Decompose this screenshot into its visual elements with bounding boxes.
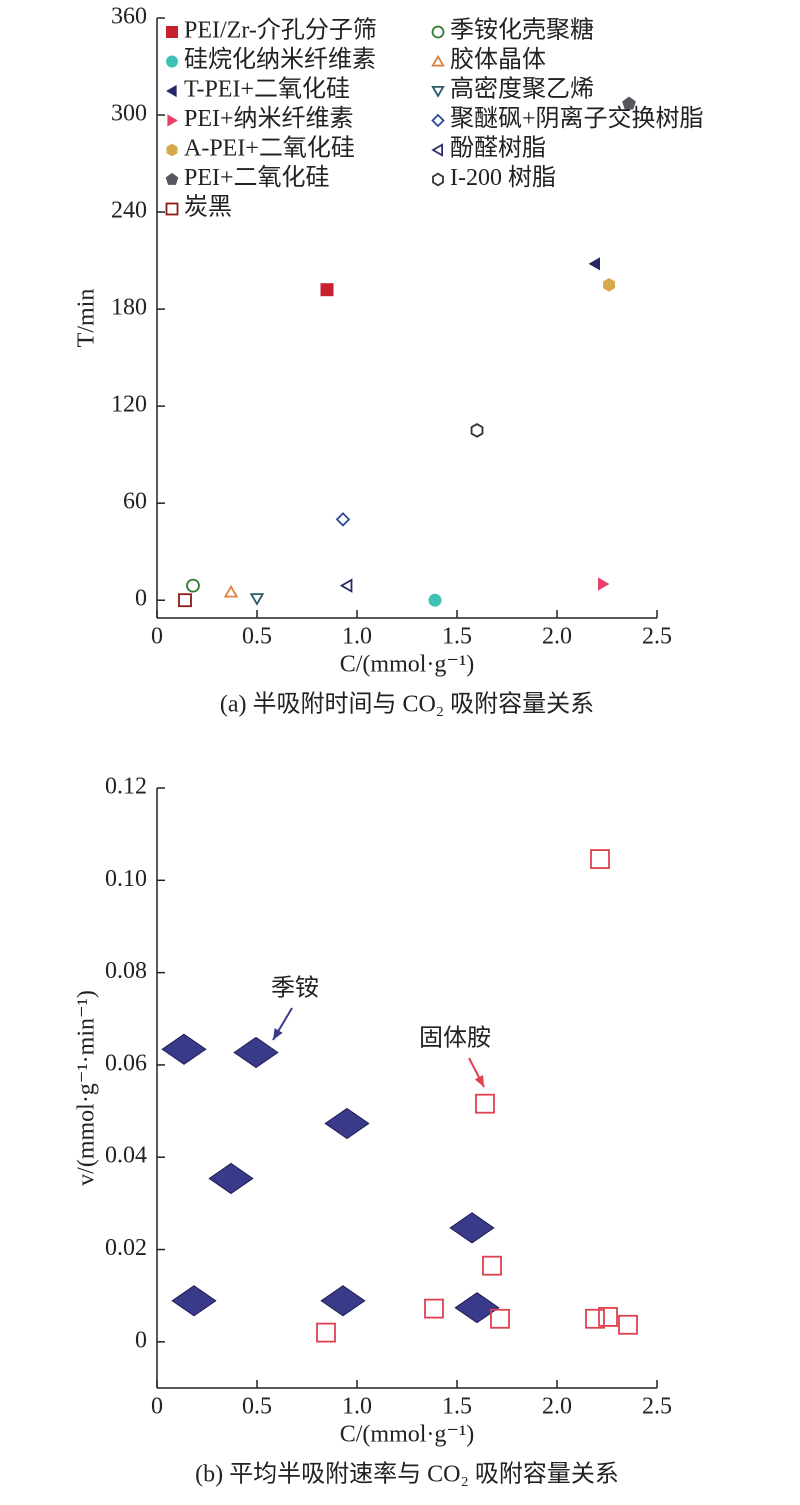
y-tick-label: 0.08: [105, 958, 147, 984]
x-tick-label: 1.5: [442, 1394, 472, 1420]
legend-label: I-200 树脂: [450, 164, 556, 191]
data-point: [339, 578, 353, 593]
data-point: [324, 1107, 370, 1140]
y-tick-label: 0.04: [105, 1143, 147, 1169]
legend-marker: [166, 143, 178, 157]
legend-label: 胶体晶体: [450, 46, 546, 73]
legend-marker: [166, 55, 178, 68]
legend-label: 炭黑: [184, 194, 232, 221]
legend-marker: [165, 172, 179, 185]
legend-marker: [167, 114, 178, 127]
x-tick-label: 2.5: [642, 624, 672, 650]
x-tick-label: 1.5: [442, 624, 472, 650]
data-point: [475, 1093, 495, 1114]
legend-label: PEI+纳米纤维素: [184, 105, 354, 132]
data-point: [249, 593, 265, 606]
data-point: [171, 1285, 217, 1317]
annotation: 季铵: [271, 975, 319, 1002]
legend-label: PEI/Zr-介孔分子筛: [184, 17, 377, 44]
x-tick-label: 1.0: [342, 1394, 372, 1420]
data-point: [482, 1255, 502, 1276]
legend-label: 高密度聚乙烯: [450, 76, 594, 103]
data-point: [454, 1292, 500, 1324]
legend-marker: [431, 25, 445, 39]
y-axis-label: T/min: [74, 289, 100, 348]
legend-label: 季铵化壳聚糖: [450, 17, 594, 44]
data-point: [428, 593, 442, 607]
y-axis-label: v/(mmol·g⁻¹·min⁻¹): [74, 990, 100, 1186]
data-point: [588, 257, 600, 271]
x-tick-label: 0.5: [242, 1394, 272, 1420]
caption: (b) 平均半吸附速率与 CO₂ 吸附容量关系: [195, 1461, 619, 1488]
data-point: [161, 1033, 207, 1065]
legend-label: 酚醛树脂: [450, 135, 546, 162]
legend-marker: [165, 202, 179, 216]
data-point: [223, 584, 239, 598]
legend-label: T-PEI+二氧化硅: [184, 76, 350, 103]
y-tick-label: 120: [111, 392, 147, 418]
annotation: 固体胺: [419, 1025, 491, 1052]
data-point: [622, 96, 636, 110]
data-point: [335, 512, 351, 527]
x-tick-label: 0: [151, 624, 163, 650]
data-point: [233, 1036, 279, 1069]
y-tick-label: 0: [135, 1327, 147, 1353]
x-tick-label: 0: [151, 1394, 163, 1420]
data-point: [598, 1307, 618, 1327]
data-point: [178, 593, 192, 608]
x-tick-label: 2.0: [542, 1394, 572, 1420]
data-point: [449, 1212, 495, 1244]
y-tick-label: 0.02: [105, 1235, 147, 1261]
y-tick-label: 240: [111, 198, 147, 224]
legend-marker: [431, 113, 445, 128]
arrow-head: [474, 1075, 484, 1087]
legend-marker: [166, 84, 177, 98]
x-tick-label: 0.5: [242, 624, 272, 650]
legend-label: PEI+二氧化硅: [184, 164, 330, 191]
legend-marker: [431, 85, 445, 98]
legend-marker: [431, 54, 445, 67]
y-tick-label: 0.10: [105, 866, 147, 892]
y-tick-label: 60: [123, 489, 147, 515]
y-tick-label: 0.06: [105, 1050, 147, 1076]
data-point: [186, 578, 200, 593]
data-point: [598, 577, 610, 591]
x-axis-label: C/(mmol·g⁻¹): [340, 1422, 475, 1448]
data-point: [470, 423, 484, 438]
legend-label: 聚醚砜+阴离子交换树脂: [450, 105, 704, 132]
x-axis-label: C/(mmol·g⁻¹): [340, 652, 475, 678]
data-point: [590, 849, 610, 869]
legend-marker: [431, 143, 444, 157]
data-point: [618, 1314, 638, 1335]
data-point: [603, 277, 615, 292]
y-tick-label: 360: [111, 4, 147, 30]
x-tick-label: 2.0: [542, 624, 572, 650]
data-point: [320, 1285, 366, 1317]
data-point: [424, 1298, 444, 1319]
data-point: [316, 1322, 336, 1343]
data-point: [208, 1162, 254, 1195]
y-tick-label: 300: [111, 101, 147, 127]
legend-marker: [166, 26, 178, 38]
legend-marker: [432, 172, 444, 187]
arrow-head: [273, 1028, 283, 1040]
data-point: [490, 1308, 510, 1329]
legend-label: 硅烷化纳米纤维素: [184, 46, 376, 73]
x-tick-label: 1.0: [342, 624, 372, 650]
y-tick-label: 0: [135, 586, 147, 612]
y-tick-label: 0.12: [105, 774, 147, 800]
legend-label: A-PEI+二氧化硅: [184, 135, 355, 162]
data-point: [585, 1308, 605, 1329]
data-point: [320, 283, 334, 297]
x-tick-label: 2.5: [642, 1394, 672, 1420]
caption: (a) 半吸附时间与 CO₂ 吸附容量关系: [220, 691, 594, 718]
y-tick-label: 180: [111, 295, 147, 321]
